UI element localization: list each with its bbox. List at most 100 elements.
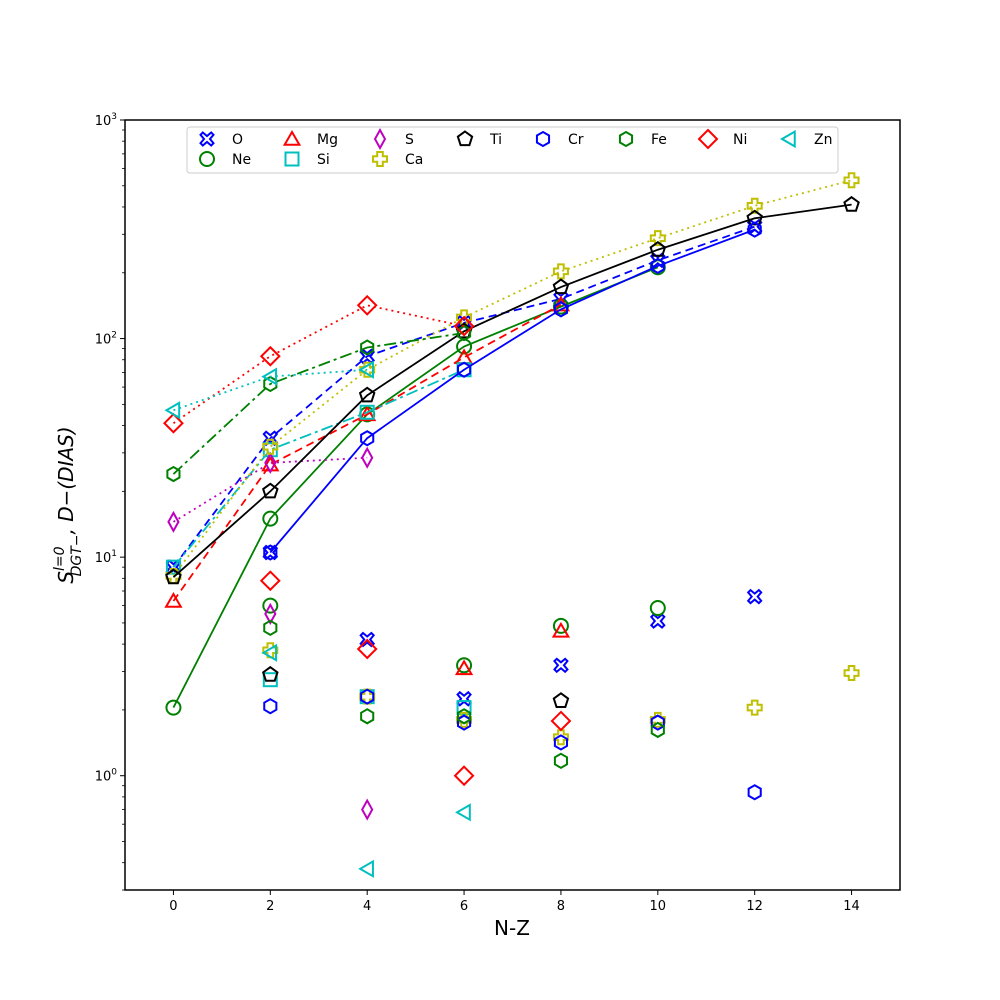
legend-marker bbox=[282, 129, 302, 146]
data-point bbox=[553, 752, 568, 769]
legend-label: Ca bbox=[405, 152, 423, 168]
legend-marker bbox=[199, 131, 215, 147]
x-axis-label: N-Z bbox=[494, 916, 530, 940]
data-point bbox=[649, 600, 666, 617]
data-point bbox=[358, 859, 374, 878]
data-point bbox=[259, 345, 281, 367]
data-point bbox=[552, 263, 569, 280]
data-point bbox=[747, 221, 762, 238]
data-point bbox=[553, 657, 569, 674]
y-tick-label: 101 bbox=[95, 549, 117, 566]
data-point bbox=[359, 631, 376, 648]
data-point bbox=[453, 315, 475, 337]
series-s bbox=[167, 446, 374, 821]
legend-item-ca: Ca bbox=[372, 151, 423, 168]
data-point bbox=[361, 798, 374, 821]
data-point bbox=[455, 803, 471, 822]
series-line-zn bbox=[173, 368, 368, 412]
legend-frame bbox=[186, 126, 839, 174]
data-point bbox=[456, 657, 473, 674]
y-tick-label: 103 bbox=[95, 112, 117, 129]
data-point bbox=[552, 278, 570, 295]
data-point bbox=[360, 430, 375, 447]
series-line-ne bbox=[172, 266, 659, 708]
data-point bbox=[356, 294, 378, 316]
data-point bbox=[649, 240, 667, 257]
y-axis-label: Sl=0DGT−, D−(DIAS) bbox=[52, 426, 85, 583]
data-point bbox=[261, 367, 278, 386]
legend-marker bbox=[372, 151, 388, 167]
series-line-ca bbox=[172, 179, 852, 577]
x-tick-label: 4 bbox=[363, 899, 371, 914]
data-point bbox=[552, 617, 569, 634]
data-point bbox=[552, 692, 570, 708]
data-point bbox=[361, 446, 374, 469]
y-tick-label: 102 bbox=[95, 331, 117, 348]
legend: O Ne Mg Si S Ca Ti Cr Fe Ni Zn bbox=[186, 126, 839, 174]
x-tick-label: 10 bbox=[650, 899, 667, 914]
y-tick-label: 100 bbox=[95, 768, 118, 785]
data-point bbox=[262, 544, 279, 561]
x-tick-label: 12 bbox=[746, 899, 763, 914]
data-point bbox=[262, 665, 279, 682]
series-ti bbox=[165, 195, 860, 708]
data-point bbox=[263, 619, 278, 636]
data-point bbox=[262, 510, 279, 527]
data-point bbox=[456, 309, 473, 326]
legend-label: Zn bbox=[814, 132, 832, 148]
data-point bbox=[553, 734, 568, 751]
legend-marker bbox=[199, 151, 215, 167]
x-axis: 0 2 4 6 8 10 12 14 bbox=[169, 890, 860, 914]
legend-label: O bbox=[232, 132, 243, 148]
data-point bbox=[262, 482, 279, 499]
legend-label: Fe bbox=[651, 132, 667, 148]
data-point bbox=[360, 708, 375, 725]
data-point bbox=[456, 700, 472, 716]
legend-marker bbox=[373, 127, 387, 151]
data-point bbox=[649, 613, 666, 629]
series-si bbox=[165, 362, 472, 716]
data-point bbox=[553, 301, 568, 318]
data-point bbox=[264, 451, 277, 474]
data-point bbox=[650, 257, 665, 275]
legend-label: Ne bbox=[232, 152, 251, 168]
data-point bbox=[263, 544, 278, 561]
x-tick-label: 2 bbox=[266, 899, 274, 914]
data-point bbox=[843, 195, 860, 212]
legend-item-mg: Mg bbox=[282, 129, 338, 148]
y-axis: 100 101 102 103 bbox=[95, 112, 125, 891]
data-point bbox=[747, 784, 762, 801]
series-line-ti bbox=[172, 203, 852, 578]
x-tick-label: 8 bbox=[557, 899, 565, 914]
data-point bbox=[746, 699, 763, 716]
data-point bbox=[165, 699, 182, 716]
data-point bbox=[453, 765, 475, 787]
data-point bbox=[358, 360, 374, 379]
data-point bbox=[552, 729, 569, 746]
x-tick-label: 14 bbox=[843, 899, 860, 914]
data-point bbox=[262, 597, 279, 614]
data-point bbox=[165, 568, 182, 585]
legend-marker bbox=[456, 130, 474, 147]
data-point bbox=[843, 665, 860, 682]
data-point bbox=[650, 714, 665, 731]
series-line-fe bbox=[172, 332, 465, 475]
x-tick-label: 0 bbox=[169, 899, 177, 914]
data-point bbox=[264, 602, 277, 625]
legend-item-si: Si bbox=[284, 151, 330, 168]
data-point bbox=[746, 588, 763, 605]
x-tick-label: 6 bbox=[460, 899, 468, 914]
chart-marks bbox=[163, 172, 860, 878]
legend-label: Ni bbox=[733, 132, 747, 148]
legend-item-fe: Fe bbox=[618, 130, 667, 148]
series-line-s bbox=[172, 456, 368, 523]
data-point bbox=[259, 570, 281, 592]
data-point bbox=[166, 465, 181, 483]
legend-item-cr: Cr bbox=[535, 130, 584, 148]
data-point bbox=[359, 404, 375, 420]
series-cr bbox=[263, 221, 762, 801]
data-point bbox=[360, 339, 375, 356]
series-line-si bbox=[172, 368, 465, 568]
data-point bbox=[262, 672, 278, 688]
legend-marker bbox=[535, 130, 551, 148]
